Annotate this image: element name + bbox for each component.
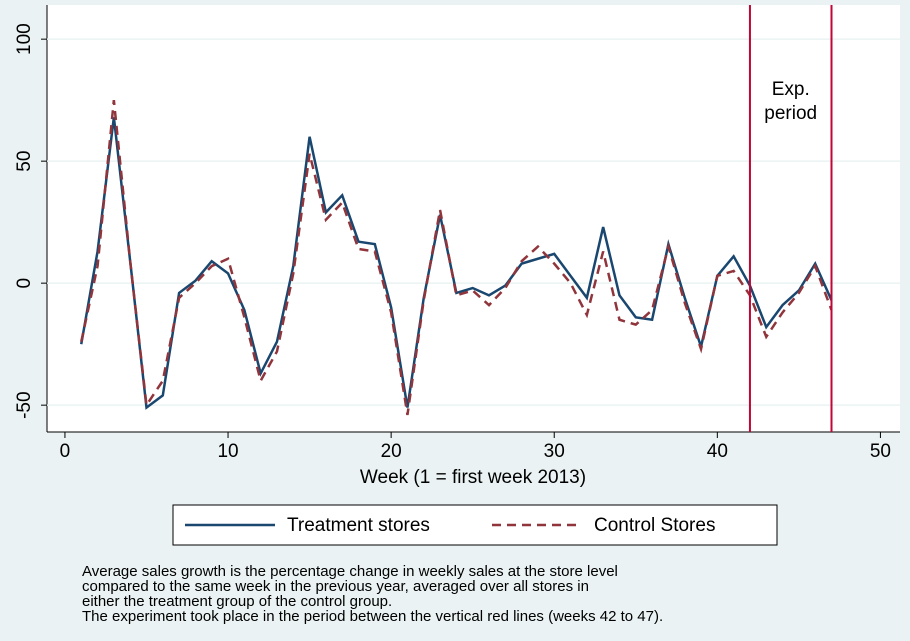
x-tick-label: 0 — [60, 441, 71, 462]
series-line — [80, 100, 833, 416]
x-tick-label: 10 — [217, 441, 238, 462]
annotation: period — [764, 103, 817, 124]
x-tick-label: 20 — [381, 441, 402, 462]
y-tick-label: 0 — [14, 278, 35, 289]
legend-label: Control Stores — [594, 515, 715, 536]
x-tick-label: 30 — [544, 441, 565, 462]
note: either the treatment group of the contro… — [82, 593, 392, 610]
annotation: Exp. — [772, 79, 810, 100]
plot-area — [47, 5, 900, 432]
x-tick-label: 40 — [707, 441, 728, 462]
note: Average sales growth is the percentage c… — [82, 563, 618, 580]
legend-label: Treatment stores — [287, 515, 430, 536]
x-axis-label: Week (1 = first week 2013) — [360, 467, 586, 488]
note: The experiment took place in the period … — [82, 608, 663, 625]
x-tick-label: 50 — [870, 441, 891, 462]
y-tick-label: -50 — [14, 391, 35, 418]
y-tick-label: 100 — [14, 23, 35, 55]
note: compared to the same week in the previou… — [82, 578, 589, 595]
y-tick-label: 50 — [14, 151, 35, 172]
